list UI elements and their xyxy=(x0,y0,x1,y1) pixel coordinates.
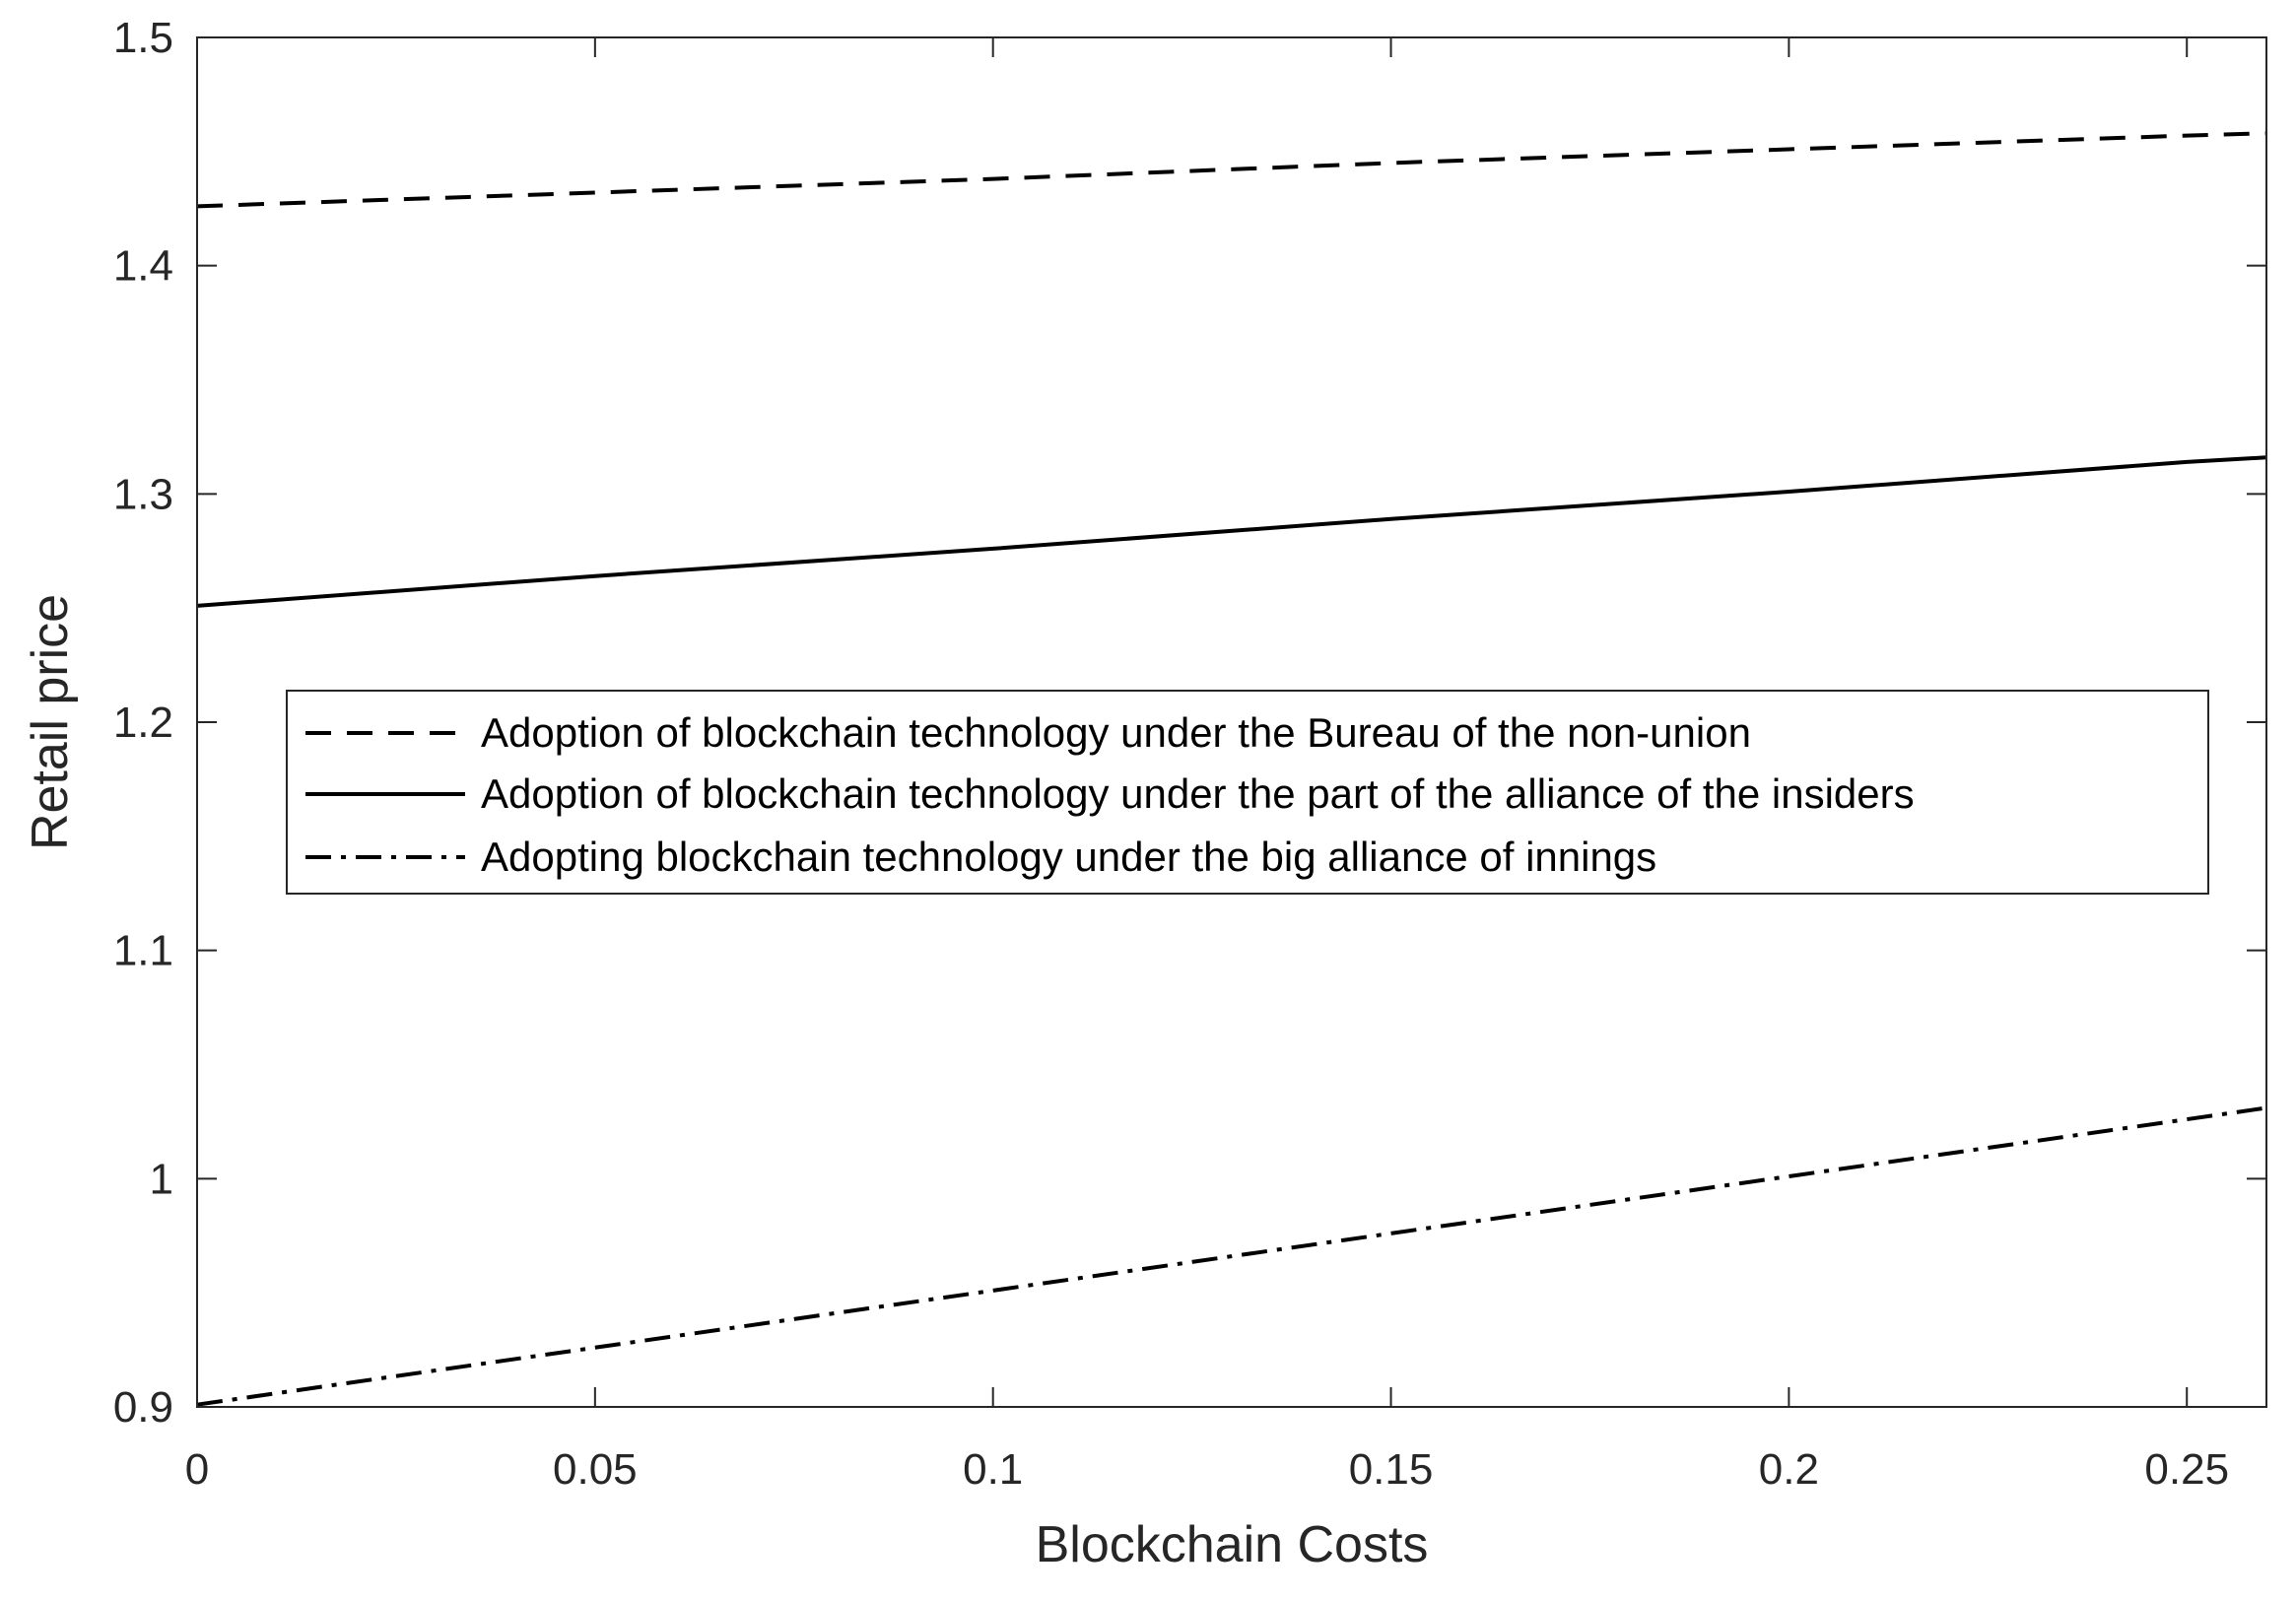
y-tick-label: 1 xyxy=(150,1155,173,1203)
y-tick-label: 1.3 xyxy=(113,470,173,518)
x-tick-labels: 0 0.05 0.1 0.15 0.2 0.25 xyxy=(185,1445,2229,1494)
x-tick-label: 0.25 xyxy=(2144,1445,2229,1494)
y-tick-label: 1.4 xyxy=(113,242,173,291)
x-axis-label: Blockchain Costs xyxy=(1036,1516,1429,1573)
x-tick-label: 0.2 xyxy=(1759,1445,1819,1494)
x-tick-label: 0.1 xyxy=(963,1445,1023,1494)
series-line-2 xyxy=(196,455,2267,608)
x-tick-label: 0 xyxy=(185,1445,209,1494)
y-tick-labels: 0.9 1 1.1 1.2 1.3 1.4 1.5 xyxy=(113,14,173,1432)
y-tick-label: 1.5 xyxy=(113,14,173,62)
series-layer xyxy=(196,131,2267,1407)
legend-label-3: Adopting blockchain technology under the… xyxy=(481,834,1656,880)
series-line-1 xyxy=(196,131,2267,209)
x-tick-label: 0.05 xyxy=(553,1445,638,1494)
y-axis-label: Retail price xyxy=(22,594,79,850)
legend-label-2: Adoption of blockchain technology under … xyxy=(481,770,1915,817)
y-tick-label: 1.2 xyxy=(113,699,173,747)
plot-frame xyxy=(196,36,2267,1408)
y-tick-label: 1.1 xyxy=(113,927,173,975)
x-tick-label: 0.15 xyxy=(1349,1445,1434,1494)
y-tick-label: 0.9 xyxy=(113,1383,173,1432)
legend: Adoption of blockchain technology under … xyxy=(286,690,2209,895)
legend-label-1: Adoption of blockchain technology under … xyxy=(481,709,1751,756)
legend-entries: Adoption of blockchain technology under … xyxy=(305,709,1915,880)
legend-box xyxy=(286,690,2209,895)
